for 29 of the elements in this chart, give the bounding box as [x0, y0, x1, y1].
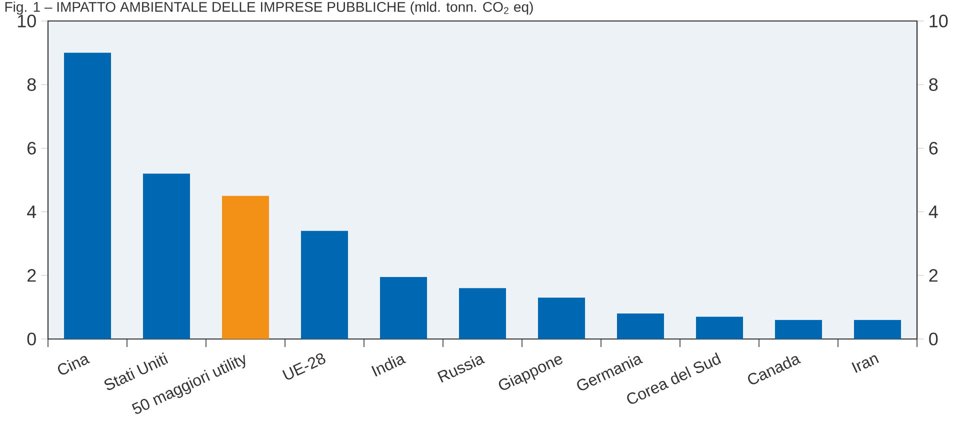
bar — [64, 52, 111, 340]
y2-tick-label: 0 — [929, 332, 938, 346]
y2-tick-label: 4 — [928, 206, 938, 218]
bar — [696, 316, 743, 340]
x-tick-label: Russia — [437, 356, 486, 383]
bar — [459, 288, 506, 340]
y2-tick-label: 2 — [929, 269, 938, 282]
x-tick-label: Iran — [852, 355, 879, 373]
chart-title: Fig. 1 – IMPATTO AMBIENTALE DELLE IMPRESE PUBBLICHE (mld. tonn. CO$_{2}$ eq) — [5, 2, 533, 15]
bar — [538, 298, 585, 340]
y2-tick-label: 10 — [930, 14, 948, 28]
bar — [617, 314, 664, 340]
y-tick-label: 0 — [27, 332, 36, 346]
y-tick-label: 8 — [27, 78, 36, 91]
y-tick-label: 4 — [27, 206, 36, 218]
bar — [775, 320, 822, 340]
y-tick-label: 2 — [28, 269, 36, 282]
y-tick-label: 10 — [18, 14, 36, 28]
x-tick-label: UE-28 — [282, 353, 326, 380]
y2-tick-label: 8 — [929, 78, 938, 91]
bar — [380, 276, 427, 340]
y2-tick-label: 6 — [929, 142, 938, 155]
bar — [143, 174, 190, 340]
y-tick-label: 6 — [28, 142, 36, 155]
bar — [222, 196, 269, 340]
x-tick-label: Cina — [58, 356, 90, 374]
bar — [854, 320, 901, 340]
x-tick-label: India — [371, 356, 406, 376]
bar — [301, 230, 348, 340]
